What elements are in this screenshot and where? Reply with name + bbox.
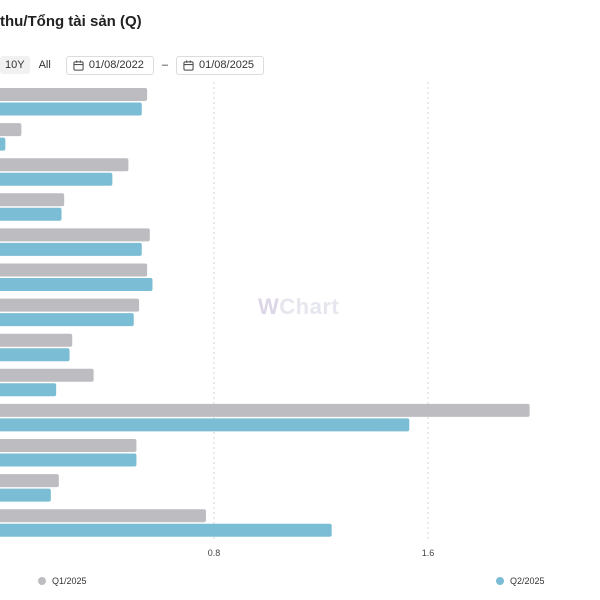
range-all-button[interactable]: All <box>38 59 51 71</box>
bar-q1-12[interactable] <box>0 509 206 523</box>
bar-q2-7[interactable] <box>0 348 70 362</box>
bar-q2-0[interactable] <box>0 102 142 116</box>
watermark-logo: WChart <box>258 294 340 319</box>
legend-label: Q1/2025 <box>52 576 87 586</box>
legend-swatch <box>496 577 504 585</box>
bar-q1-2[interactable] <box>0 158 129 172</box>
range-10y-button[interactable]: 10Y <box>0 56 30 74</box>
bar-q1-1[interactable] <box>0 123 22 137</box>
bar-q1-0[interactable] <box>0 88 148 101</box>
x-tick-label: 0.8 <box>208 548 221 558</box>
bar-q1-8[interactable] <box>0 368 94 382</box>
bar-q1-11[interactable] <box>0 474 59 488</box>
bar-q2-5[interactable] <box>0 278 153 291</box>
legend-swatch <box>38 577 46 585</box>
bar-q2-8[interactable] <box>0 383 57 397</box>
date-to-picker[interactable]: 01/08/2025 <box>176 55 265 75</box>
bar-q1-10[interactable] <box>0 439 137 452</box>
bar-q1-7[interactable] <box>0 333 73 347</box>
bar-q2-11[interactable] <box>0 488 51 502</box>
calendar-icon <box>183 59 194 71</box>
bar-q2-12[interactable] <box>0 523 332 537</box>
x-tick-label: 1.6 <box>422 548 435 558</box>
calendar-icon <box>73 59 84 71</box>
bar-q1-5[interactable] <box>0 263 148 277</box>
bar-q2-1[interactable] <box>0 137 6 151</box>
x-tick-labels: 0.81.62.4 <box>208 548 435 558</box>
toolbar: 10Y All 01/08/2022 – 01/08/2025 <box>0 55 265 75</box>
chart-title: thu/Tổng tài sản (Q) <box>0 13 142 30</box>
bar-q1-6[interactable] <box>0 298 140 312</box>
date-from-value: 01/08/2022 <box>88 59 144 71</box>
bar-q2-2[interactable] <box>0 172 113 186</box>
date-from-picker[interactable]: 01/08/2022 <box>65 55 154 75</box>
legend-label: Q2/2025 <box>510 576 545 586</box>
bar-q1-4[interactable] <box>0 228 150 242</box>
bar-q2-3[interactable] <box>0 207 62 221</box>
grid-lines <box>213 82 429 540</box>
bar-q1-3[interactable] <box>0 193 65 207</box>
bars <box>0 88 530 537</box>
bar-q2-10[interactable] <box>0 453 137 467</box>
legend-item-q2[interactable]: Q2/2025 <box>496 576 545 586</box>
legend-item-q1[interactable]: Q1/2025 <box>38 576 87 586</box>
bar-q2-6[interactable] <box>0 313 134 327</box>
bar-q1-9[interactable] <box>0 403 530 417</box>
date-to-value: 01/08/2025 <box>199 59 255 71</box>
date-separator: – <box>161 59 168 71</box>
bar-q2-4[interactable] <box>0 242 142 256</box>
bar-q2-9[interactable] <box>0 418 410 432</box>
